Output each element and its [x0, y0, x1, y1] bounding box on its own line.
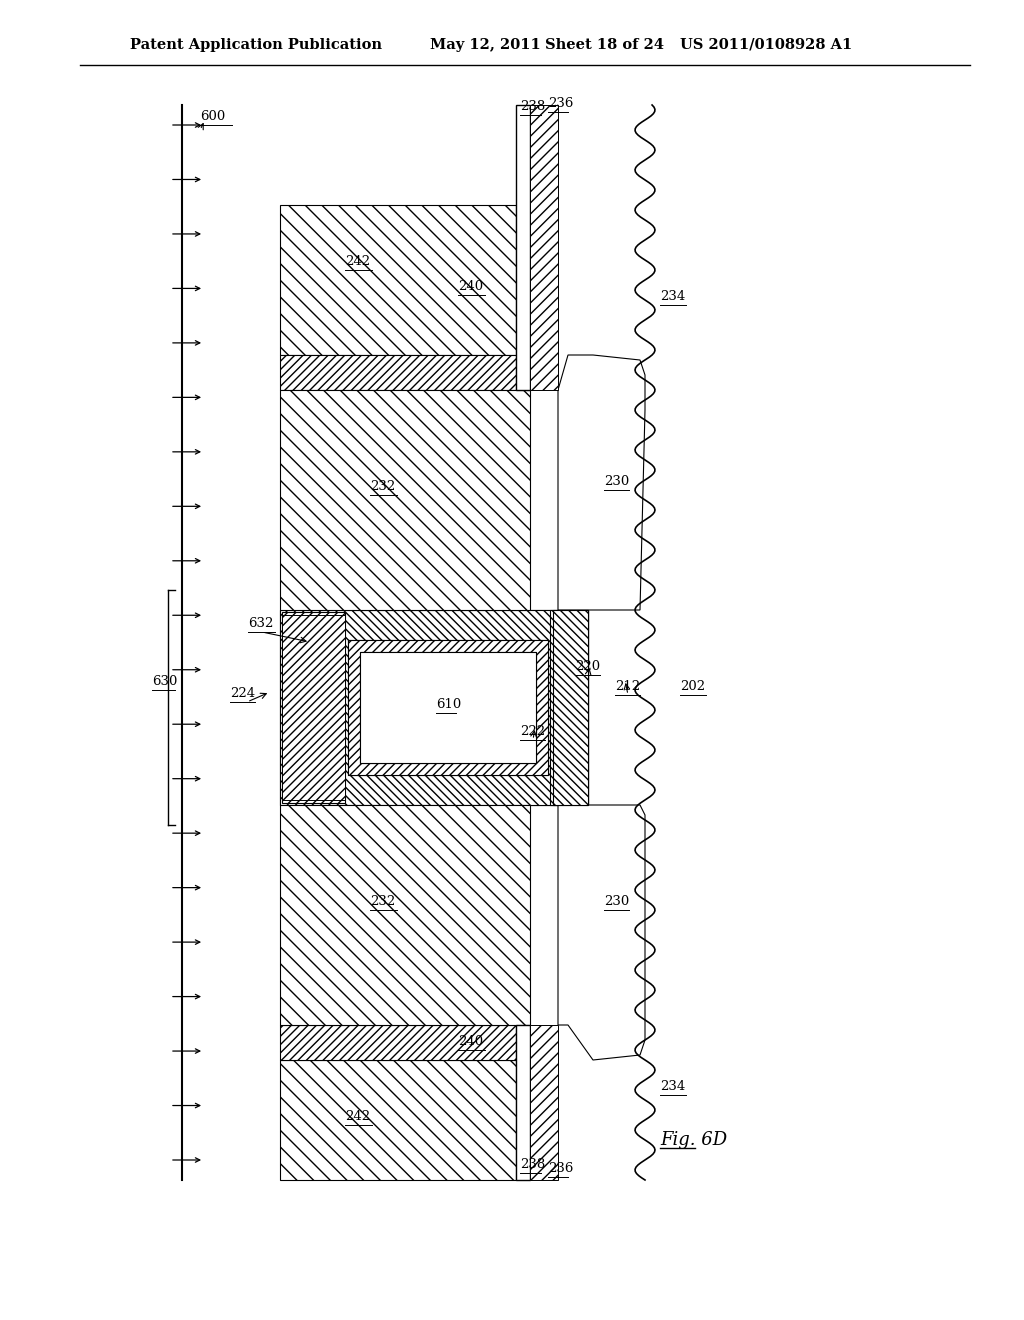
Bar [348, 640, 548, 775]
Text: 236: 236 [548, 96, 573, 110]
Bar [280, 1026, 516, 1060]
Text: 230: 230 [604, 475, 630, 488]
Bar [280, 355, 516, 389]
Bar [516, 106, 530, 389]
Text: 600: 600 [200, 110, 225, 123]
Bar [280, 389, 530, 610]
Text: 220: 220 [575, 660, 600, 673]
Text: 202: 202 [680, 680, 706, 693]
Text: Patent Application Publication: Patent Application Publication [130, 38, 382, 51]
Bar [280, 205, 516, 355]
Text: 212: 212 [615, 680, 640, 693]
Polygon shape [558, 355, 645, 610]
Text: 242: 242 [345, 255, 370, 268]
Bar [280, 805, 530, 1026]
Bar [360, 652, 536, 763]
Text: 238: 238 [520, 1158, 545, 1171]
Text: 232: 232 [370, 895, 395, 908]
Text: 240: 240 [458, 1035, 483, 1048]
Text: 238: 238 [520, 100, 545, 114]
Text: 632: 632 [248, 616, 273, 630]
Text: May 12, 2011: May 12, 2011 [430, 38, 541, 51]
Bar [348, 640, 548, 775]
Bar [280, 610, 588, 805]
Bar [282, 612, 345, 803]
Bar [360, 652, 536, 763]
Text: 242: 242 [345, 1110, 370, 1123]
Bar [516, 1026, 530, 1180]
Text: 224: 224 [230, 686, 255, 700]
Bar [530, 106, 558, 389]
Text: Sheet 18 of 24: Sheet 18 of 24 [545, 38, 664, 51]
Bar [550, 610, 588, 805]
Polygon shape [558, 805, 645, 1060]
Text: Fig. 6D: Fig. 6D [660, 1131, 727, 1148]
Text: 610: 610 [436, 697, 461, 710]
Text: 234: 234 [660, 1080, 685, 1093]
Text: 222: 222 [520, 725, 545, 738]
Text: 240: 240 [458, 280, 483, 293]
Text: 230: 230 [604, 895, 630, 908]
Bar [280, 106, 745, 1180]
Bar [280, 610, 588, 805]
Text: 234: 234 [660, 290, 685, 304]
Bar [280, 1060, 516, 1180]
Bar [282, 615, 345, 800]
Text: 630: 630 [152, 675, 177, 688]
Bar [553, 610, 588, 805]
Text: 236: 236 [548, 1162, 573, 1175]
Text: 232: 232 [370, 480, 395, 492]
Bar [530, 1026, 558, 1180]
Text: US 2011/0108928 A1: US 2011/0108928 A1 [680, 38, 852, 51]
